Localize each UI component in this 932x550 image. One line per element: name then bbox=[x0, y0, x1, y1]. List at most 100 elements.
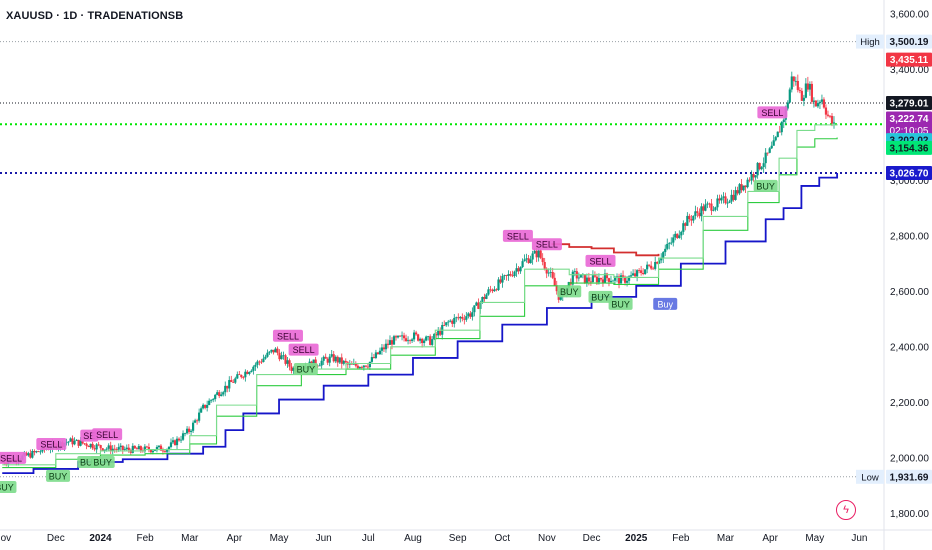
candle-body bbox=[276, 348, 279, 353]
candle-body bbox=[320, 360, 323, 366]
candle-body bbox=[324, 356, 327, 359]
candle-body bbox=[481, 296, 484, 303]
symbol-title: XAUUSD · 1D · TRADENATIONSB bbox=[6, 10, 184, 22]
candle-body bbox=[716, 198, 719, 208]
candle-body bbox=[101, 448, 104, 451]
sell-signal bbox=[0, 451, 27, 464]
candle-body bbox=[631, 273, 635, 276]
candle-body bbox=[437, 330, 440, 336]
candle-body bbox=[648, 264, 651, 266]
candle-body bbox=[284, 355, 287, 364]
candle-body bbox=[400, 335, 404, 337]
candle-body bbox=[796, 80, 799, 90]
candle-body bbox=[167, 446, 171, 450]
candle-body bbox=[545, 268, 548, 274]
candle-body bbox=[79, 440, 82, 446]
sell-signal bbox=[36, 437, 67, 450]
candle-body bbox=[748, 179, 751, 181]
buy-signal bbox=[608, 297, 633, 310]
x-tick-label: 2025 bbox=[625, 533, 648, 544]
candle-body bbox=[256, 361, 259, 365]
candle-body bbox=[435, 333, 438, 336]
candle-body bbox=[392, 336, 396, 345]
candle-body bbox=[447, 321, 450, 323]
candle-body bbox=[147, 446, 150, 450]
candle-body bbox=[591, 275, 595, 282]
candle-body bbox=[370, 357, 374, 362]
buy-signal bbox=[557, 285, 582, 298]
candle-body bbox=[358, 367, 361, 369]
buy-signal bbox=[46, 469, 71, 482]
candle-body bbox=[810, 83, 813, 102]
candle-body bbox=[208, 400, 211, 405]
candle-body bbox=[274, 348, 277, 353]
candle-body bbox=[666, 243, 669, 249]
candle-body bbox=[485, 294, 488, 299]
candle-body bbox=[177, 438, 181, 441]
candle-body bbox=[786, 102, 789, 109]
signal-label: SELL bbox=[507, 231, 529, 241]
candle-body bbox=[107, 445, 110, 449]
candle-body bbox=[342, 360, 345, 364]
candle-body bbox=[25, 452, 28, 456]
candle-body bbox=[619, 275, 623, 284]
signal-label: BUY bbox=[297, 365, 316, 375]
indicator-line-2 bbox=[2, 124, 838, 466]
candle-body bbox=[794, 80, 797, 82]
x-tick-label: Feb bbox=[136, 533, 154, 544]
x-tick-label: Jun bbox=[851, 533, 867, 544]
candle-body bbox=[210, 399, 213, 401]
candle-body bbox=[183, 433, 187, 435]
candle-body bbox=[368, 361, 371, 368]
candle-body bbox=[732, 194, 735, 200]
candle-body bbox=[734, 190, 737, 200]
candle-body bbox=[756, 162, 759, 176]
candle-body bbox=[77, 439, 80, 446]
candle-body bbox=[523, 259, 526, 262]
candle-body bbox=[706, 203, 709, 205]
price-label-text: 3,435.11 bbox=[890, 55, 929, 66]
candle-body bbox=[214, 394, 217, 400]
candle-body bbox=[477, 302, 480, 309]
candle-body bbox=[354, 363, 357, 366]
candle-body bbox=[218, 392, 221, 397]
signal-label: SELL bbox=[293, 345, 315, 355]
candle-body bbox=[75, 439, 78, 441]
candle-body bbox=[740, 184, 743, 191]
signal-label: BUY bbox=[0, 482, 14, 492]
candle-body bbox=[662, 252, 665, 258]
candle-body bbox=[826, 114, 830, 116]
candle-body bbox=[37, 451, 40, 453]
price-tag-low bbox=[856, 469, 884, 484]
candle-body bbox=[601, 279, 605, 283]
candle-body bbox=[714, 207, 717, 210]
candle-body bbox=[700, 206, 703, 217]
candle-body bbox=[780, 122, 783, 133]
candle-body bbox=[31, 450, 34, 458]
candle-body bbox=[627, 276, 631, 281]
candle-body bbox=[171, 440, 175, 443]
candle-body bbox=[806, 83, 809, 90]
candle-body bbox=[529, 259, 532, 264]
candle-body bbox=[244, 371, 247, 378]
candle-body bbox=[252, 366, 255, 371]
candle-body bbox=[87, 445, 90, 448]
candle-body bbox=[202, 404, 205, 409]
lightning-icon[interactable]: ϟ bbox=[836, 500, 856, 520]
candle-body bbox=[292, 368, 295, 371]
candle-body bbox=[314, 359, 317, 366]
candle-body bbox=[660, 257, 663, 261]
buy-signal bbox=[653, 297, 678, 310]
candle-body bbox=[720, 197, 723, 201]
candle-body bbox=[664, 248, 667, 253]
candle-body bbox=[242, 377, 245, 378]
candle-body bbox=[334, 356, 337, 362]
candle-body bbox=[131, 445, 134, 453]
sell-signal bbox=[272, 329, 303, 342]
candle-body bbox=[774, 137, 777, 141]
candle-body bbox=[286, 360, 289, 364]
candle-body bbox=[483, 296, 486, 299]
candle-body bbox=[515, 268, 518, 272]
